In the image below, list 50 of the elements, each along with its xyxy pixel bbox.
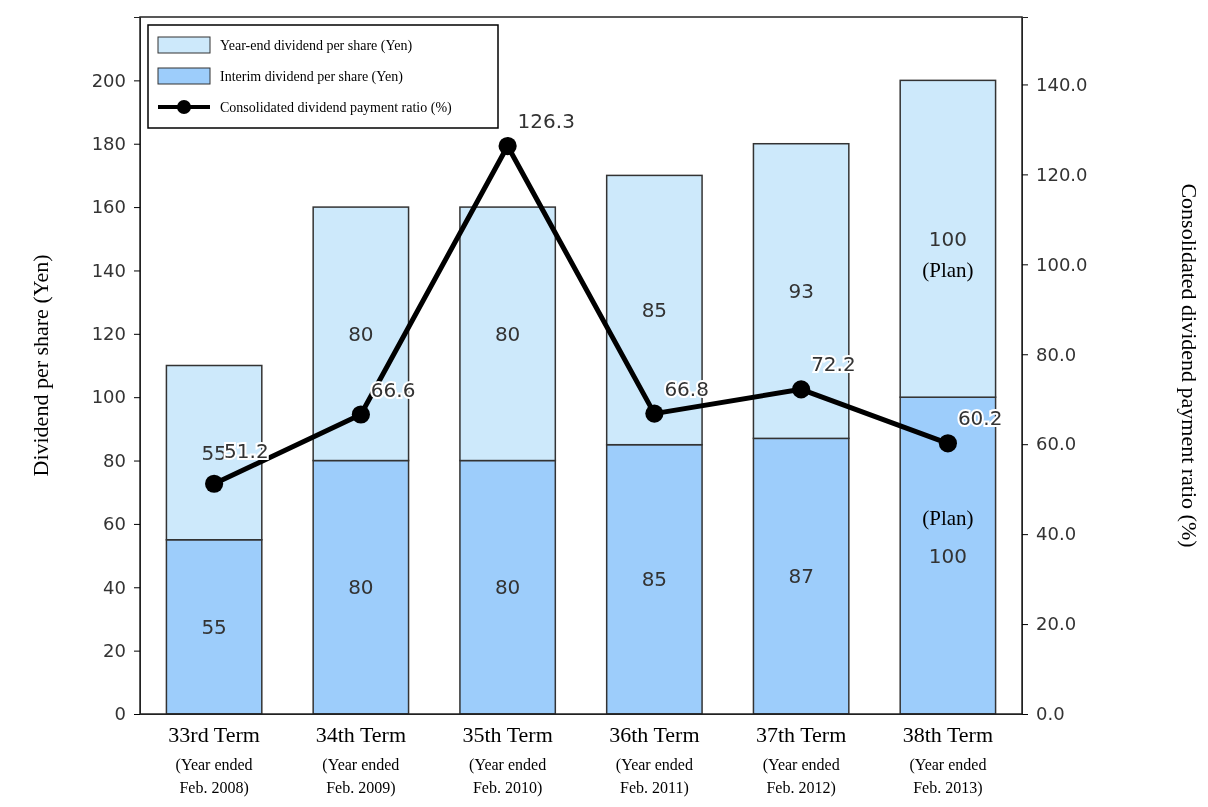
x-tick-label: 34th Term (Year ended Feb. 2009)	[315, 722, 407, 797]
data-label: 87	[788, 564, 814, 589]
y2-tick-label: 120.0	[1036, 163, 1088, 185]
data-label: 100	[928, 226, 967, 251]
x-tick-label: 37th Term (Year ended Feb. 2012)	[755, 722, 847, 797]
legend-label: Interim dividend per share (Yen)	[220, 69, 404, 85]
y-tick-label: 200	[91, 69, 126, 91]
data-label: 85	[641, 298, 668, 323]
point	[792, 380, 811, 399]
annotation: (Plan)	[922, 505, 974, 530]
y2-tick-label: 60.0	[1036, 433, 1077, 455]
data-label: 80	[494, 575, 521, 600]
y-axis-title: Dividend per share (Yen)	[28, 254, 53, 477]
y-tick-label: 100	[91, 386, 126, 408]
x-tick-label: 33rd Term (Year ended Feb. 2008)	[168, 722, 260, 797]
annotation: (Plan)	[922, 258, 974, 283]
point	[938, 434, 957, 453]
y-tick-label: 120	[91, 323, 126, 345]
data-label: 80	[348, 321, 374, 346]
x-tick-label: 35th Term (Year ended Feb. 2010)	[462, 722, 553, 797]
y2-tick-label: 100.0	[1036, 253, 1088, 275]
y2-axis-title: Consolidated dividend payment ratio (%)	[1177, 183, 1202, 548]
y-tick-label: 20	[103, 639, 126, 661]
x-tick-label: 36th Term (Year ended Feb. 2011)	[609, 722, 700, 797]
data-label: 55	[201, 614, 227, 639]
x-tick-label: 38th Term (Year ended Feb. 2013)	[902, 722, 994, 797]
data-label: 80	[348, 575, 374, 600]
data-label: 126.3	[517, 109, 575, 134]
point	[498, 136, 517, 156]
y-tick-label: 40	[103, 576, 126, 598]
point	[351, 405, 370, 424]
y-tick-label: 160	[91, 196, 126, 218]
data-label: 85	[641, 567, 668, 592]
y-tick-label: 180	[91, 132, 126, 154]
legend-label: Consolidated dividend payment ratio (%)	[220, 100, 453, 116]
y2-tick-label: 40.0	[1036, 523, 1077, 545]
y2-tick-label: 140.0	[1036, 73, 1088, 95]
legend-label: Year-end dividend per share (Yen)	[220, 38, 413, 54]
data-label: 100	[928, 543, 967, 568]
data-label: 93	[788, 279, 814, 304]
y-tick-label: 60	[103, 513, 126, 535]
y-tick-label: 140	[91, 259, 126, 281]
point	[645, 404, 664, 423]
y-tick-label: 0	[114, 703, 126, 725]
data-label: 80	[494, 321, 521, 346]
y2-tick-label: 20.0	[1036, 613, 1077, 635]
point	[205, 474, 224, 493]
y2-tick-label: 80.0	[1036, 343, 1077, 365]
y-tick-label: 80	[103, 449, 126, 471]
y2-tick-label: 0.0	[1036, 703, 1065, 725]
